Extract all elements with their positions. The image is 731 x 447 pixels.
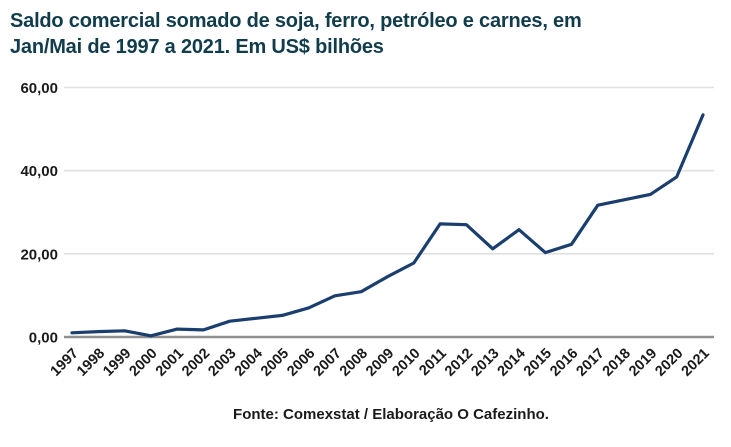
chart-title-line2: Jan/Mai de 1997 a 2021. Em US$ bilhões: [10, 36, 384, 58]
x-tick-label: 2011: [416, 346, 450, 380]
x-tick-label: 2001: [153, 346, 187, 380]
x-tick-label: 2002: [179, 346, 213, 380]
x-tick-label: 2020: [652, 346, 686, 380]
y-tick-label: 60,00: [20, 80, 58, 97]
x-tick-label: 2012: [442, 346, 476, 380]
y-tick-label: 20,00: [20, 246, 58, 263]
x-tick-label: 2003: [205, 346, 239, 380]
x-tick-label: 2010: [389, 346, 423, 380]
x-tick-label: 2013: [468, 346, 502, 380]
y-tick-label: 0,00: [29, 330, 58, 347]
x-tick-label: 2009: [363, 346, 397, 380]
x-tick-label: 2005: [258, 346, 292, 380]
x-tick-label: 2019: [626, 346, 660, 380]
x-tick-label: 2017: [574, 346, 608, 380]
chart-title: Saldo comercial somado de soja, ferro, p…: [10, 8, 710, 60]
x-tick-label: 2015: [521, 346, 555, 380]
x-tick-label: 2018: [600, 346, 634, 380]
x-tick-label: 2021: [679, 346, 713, 380]
y-tick-label: 40,00: [20, 163, 58, 180]
chart-title-line1: Saldo comercial somado de soja, ferro, p…: [10, 10, 582, 32]
x-tick-label: 2007: [311, 346, 345, 380]
x-tick-label: 2006: [284, 346, 318, 380]
x-tick-label: 1997: [48, 346, 82, 380]
x-tick-label: 1998: [74, 346, 108, 380]
x-tick-label: 1999: [100, 346, 134, 380]
x-tick-label: 2004: [232, 346, 266, 380]
x-tick-label: 2000: [127, 346, 161, 380]
x-tick-label: 2014: [495, 346, 529, 380]
data-line-series: [70, 113, 705, 338]
source-caption: Fonte: Comexstat / Elaboração O Cafezinh…: [233, 406, 549, 423]
x-tick-label: 2016: [547, 346, 581, 380]
x-tick-label: 2008: [337, 346, 371, 380]
